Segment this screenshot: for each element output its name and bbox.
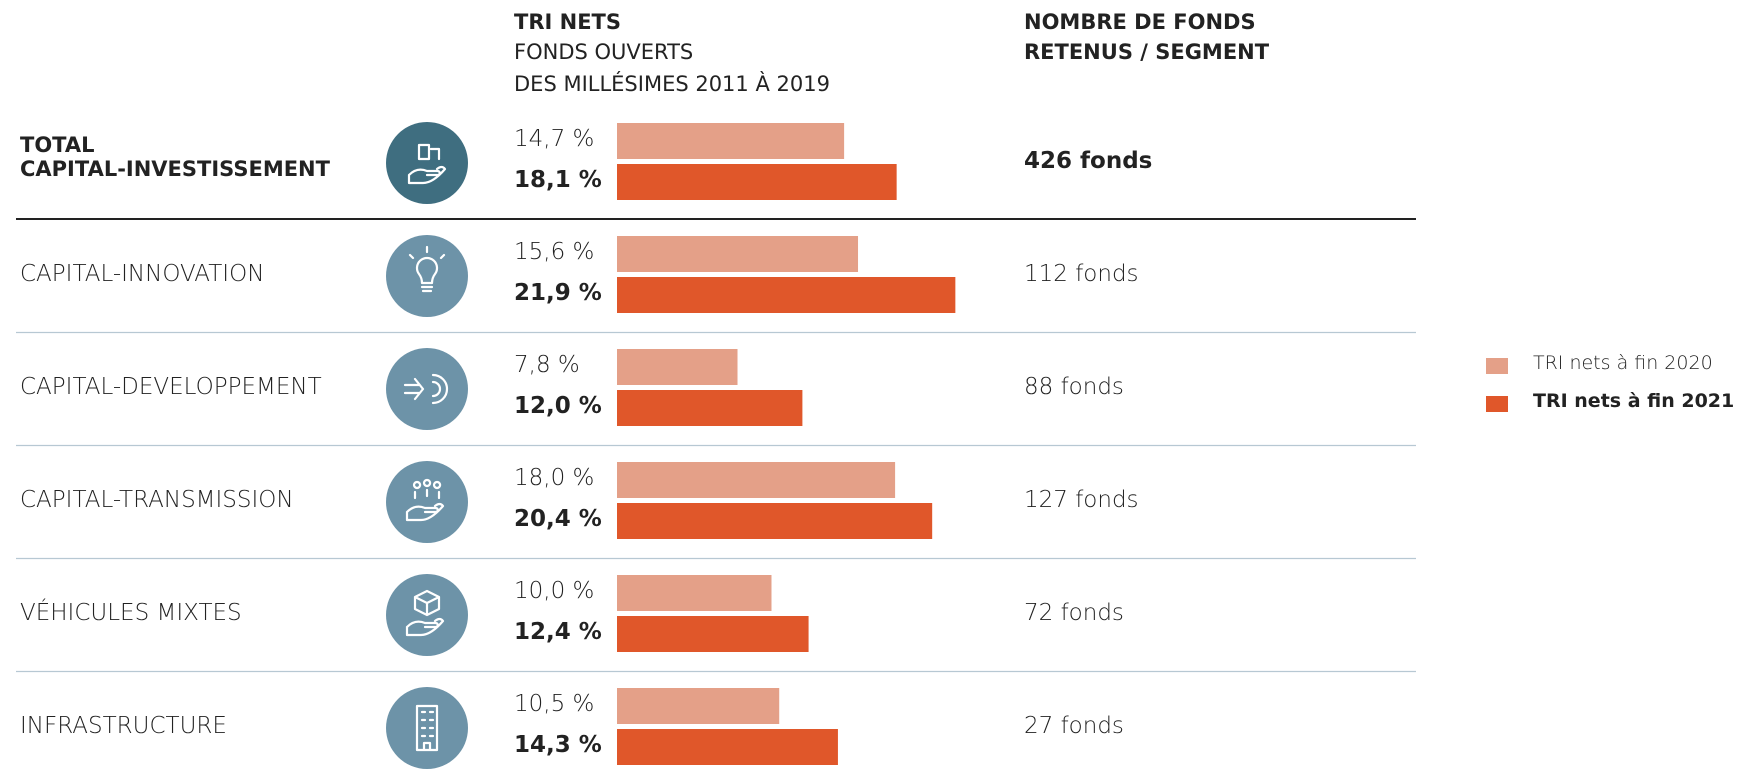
- value-label: 12,4 %: [514, 619, 602, 645]
- icon-circle: [386, 235, 468, 317]
- bar: [617, 616, 809, 652]
- icon-glyph: [407, 143, 447, 185]
- bar: [617, 462, 896, 498]
- bar: [617, 236, 859, 272]
- value-label: 18,1 %: [514, 167, 602, 193]
- tri-header-line: DES MILLÉSIMES 2011 À 2019: [514, 72, 830, 96]
- bar: [617, 575, 772, 611]
- fund-count: 127 fonds: [1024, 487, 1139, 513]
- bar: [617, 349, 738, 385]
- fund-count: 426 fonds: [1024, 148, 1153, 174]
- bar: [617, 164, 897, 200]
- category-label: CAPITAL-DEVELOPPEMENT: [20, 374, 322, 400]
- value-label: 14,7 %: [514, 126, 595, 152]
- tri-header-line: FONDS OUVERTS: [514, 40, 694, 64]
- bar: [617, 729, 838, 765]
- value-label: 14,3 %: [514, 732, 602, 758]
- value-label: 10,0 %: [514, 578, 595, 604]
- tri-header-title: TRI NETS: [514, 10, 621, 34]
- bar: [617, 277, 956, 313]
- icon-circle: [386, 687, 468, 769]
- bar: [617, 123, 845, 159]
- category-label: INFRASTRUCTURE: [20, 713, 227, 739]
- bar: [617, 503, 933, 539]
- count-header-line: NOMBRE DE FONDS: [1024, 10, 1256, 34]
- value-label: 12,0 %: [514, 393, 602, 419]
- icon-glyph: [405, 478, 445, 522]
- value-label: 20,4 %: [514, 506, 602, 532]
- legend-swatch: [1486, 396, 1508, 412]
- bar: [617, 688, 780, 724]
- legend-label: TRI nets à fin 2020: [1533, 352, 1713, 374]
- fund-count: 112 fonds: [1024, 261, 1139, 287]
- icon-glyph: [408, 245, 446, 293]
- legend-label: TRI nets à fin 2021: [1533, 390, 1735, 412]
- fund-count: 88 fonds: [1024, 374, 1124, 400]
- category-label: TOTAL CAPITAL-INVESTISSEMENT: [20, 133, 330, 182]
- bar: [617, 390, 803, 426]
- category-label: CAPITAL-TRANSMISSION: [20, 487, 294, 513]
- value-label: 21,9 %: [514, 280, 602, 306]
- icon-glyph: [403, 373, 449, 405]
- icon-circle: [386, 348, 468, 430]
- fund-count: 72 fonds: [1024, 600, 1124, 626]
- category-label: VÉHICULES MIXTES: [20, 600, 242, 626]
- icon-circle: [386, 122, 468, 204]
- icon-circle: [386, 461, 468, 543]
- value-label: 15,6 %: [514, 239, 595, 265]
- value-label: 18,0 %: [514, 465, 595, 491]
- value-label: 7,8 %: [514, 352, 580, 378]
- value-label: 10,5 %: [514, 691, 595, 717]
- icon-glyph: [415, 704, 439, 752]
- category-label: CAPITAL-INNOVATION: [20, 261, 265, 287]
- legend-swatch: [1486, 358, 1508, 374]
- icon-glyph: [405, 589, 445, 637]
- fund-count: 27 fonds: [1024, 713, 1124, 739]
- count-header-line: RETENUS / SEGMENT: [1024, 40, 1270, 64]
